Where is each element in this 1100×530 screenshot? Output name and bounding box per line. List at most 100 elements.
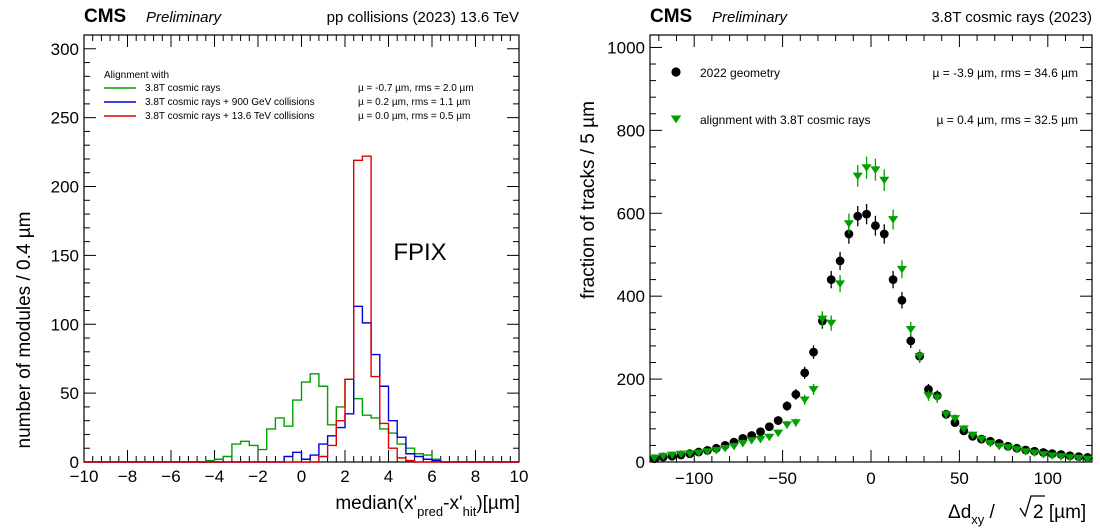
data-point-circle bbox=[879, 229, 889, 239]
fpix-annotation: FPIX bbox=[393, 239, 446, 266]
data-point-triangle bbox=[764, 433, 775, 442]
data-point-circle bbox=[835, 256, 845, 266]
right-axis-ticks bbox=[650, 35, 1092, 463]
left-y-tick-label: 250 bbox=[51, 109, 79, 128]
data-point-triangle bbox=[958, 425, 969, 433]
data-point-circle bbox=[853, 211, 863, 221]
data-point-triangle bbox=[905, 325, 916, 334]
data-point-triangle bbox=[667, 451, 678, 460]
data-point-circle bbox=[809, 347, 818, 357]
data-point-triangle bbox=[746, 437, 757, 445]
data-point-triangle bbox=[693, 449, 704, 457]
data-point-triangle bbox=[1073, 454, 1084, 463]
data-point-triangle bbox=[843, 220, 854, 228]
data-point-triangle bbox=[826, 319, 837, 328]
right-data-points bbox=[649, 156, 1093, 464]
data-point-triangle bbox=[702, 448, 713, 456]
data-point-triangle bbox=[949, 415, 961, 423]
right-legend-name: 2022 geometry bbox=[700, 66, 780, 80]
data-point-triangle bbox=[967, 431, 978, 440]
data-point-triangle bbox=[649, 454, 660, 462]
data-point-circle bbox=[773, 416, 783, 425]
left-y-tick-label: 0 bbox=[70, 453, 79, 472]
left-y-tick-label: 50 bbox=[60, 384, 79, 403]
histogram-line-series-3 bbox=[84, 155, 519, 463]
data-point-triangle bbox=[1020, 448, 1031, 456]
left-legend-stats: µ = -0.7 µm, rms = 2.0 µm bbox=[358, 83, 474, 94]
left-x-tick-label: 6 bbox=[427, 467, 436, 486]
data-point-triangle bbox=[675, 450, 686, 459]
left-x-tick-label: 0 bbox=[297, 467, 306, 486]
left-axis-ticks bbox=[83, 34, 520, 463]
data-point-circle bbox=[800, 368, 810, 378]
data-point-circle bbox=[888, 275, 898, 284]
data-point-circle bbox=[862, 209, 871, 219]
right-x-tick-label: −50 bbox=[768, 469, 797, 488]
data-point-triangle bbox=[781, 421, 793, 429]
left-y-tick-label: 150 bbox=[51, 246, 79, 265]
left-legend-entries: 3.8T cosmic rays µ = -0.7 µm, rms = 2.0 µ… bbox=[104, 83, 474, 122]
left-legend-name: 3.8T cosmic rays + 13.6 TeV collisions bbox=[145, 111, 314, 122]
left-y-tick-label: 200 bbox=[51, 178, 79, 197]
data-point-triangle bbox=[861, 164, 872, 172]
left-x-tick-label: 2 bbox=[340, 467, 349, 486]
left-x-tick-labels: −10 −8 −6 −4 −2 0 2 4 6 8 10 bbox=[70, 467, 529, 486]
left-preliminary-label: Preliminary bbox=[146, 9, 223, 26]
right-x-tick-label: 100 bbox=[1034, 469, 1062, 488]
data-point-triangle bbox=[879, 176, 890, 185]
right-y-tick-label: 800 bbox=[617, 121, 645, 140]
left-legend: Alignment with 3.8T cosmic rays µ = -0.7 … bbox=[104, 70, 474, 122]
right-conditions-label: 3.8T cosmic rays (2023) bbox=[931, 9, 1092, 26]
data-point-triangle bbox=[1056, 453, 1067, 461]
right-y-tick-label: 0 bbox=[636, 453, 645, 472]
right-plot-frame bbox=[649, 34, 1093, 463]
right-legend-marker bbox=[670, 115, 682, 124]
right-legend-name: alignment with 3.8T cosmic rays bbox=[700, 113, 871, 127]
data-point-circle bbox=[791, 390, 801, 399]
data-point-triangle bbox=[852, 172, 863, 181]
scatter-series-1 bbox=[650, 203, 1092, 464]
data-point-triangle bbox=[720, 444, 731, 453]
data-point-triangle bbox=[1002, 444, 1014, 452]
right-y-tick-label: 400 bbox=[617, 287, 645, 306]
data-point-triangle bbox=[888, 216, 899, 224]
data-point-circle bbox=[764, 422, 774, 432]
left-x-tick-label: −8 bbox=[118, 467, 137, 486]
data-point-circle bbox=[897, 295, 907, 305]
right-y-tick-label: 200 bbox=[617, 370, 645, 389]
right-x-tick-label: −100 bbox=[675, 469, 713, 488]
right-y-tick-label: 600 bbox=[617, 204, 645, 223]
data-point-triangle bbox=[684, 450, 695, 458]
data-point-triangle bbox=[976, 435, 987, 444]
left-legend-title: Alignment with bbox=[104, 70, 169, 81]
left-x-tick-label: 4 bbox=[384, 467, 393, 486]
data-point-circle bbox=[906, 336, 916, 346]
left-legend-name: 3.8T cosmic rays + 900 GeV collisions bbox=[145, 97, 315, 108]
right-y-tick-labels: 0 200 400 600 800 1000 bbox=[607, 38, 645, 472]
data-point-triangle bbox=[985, 439, 996, 448]
left-panel: CMS Preliminary pp collisions (2023) 13.… bbox=[14, 6, 528, 519]
data-point-triangle bbox=[1011, 446, 1022, 454]
data-point-triangle bbox=[728, 442, 740, 451]
data-point-triangle bbox=[835, 280, 846, 288]
data-point-circle bbox=[871, 221, 880, 231]
data-point-circle bbox=[782, 401, 792, 411]
data-point-circle bbox=[756, 427, 765, 437]
data-point-triangle bbox=[870, 166, 881, 174]
right-header: CMS Preliminary 3.8T cosmic rays (2023) bbox=[650, 6, 1092, 27]
left-x-axis-label: median(x'pred-x'hit)[µm] bbox=[335, 493, 520, 519]
left-histograms bbox=[84, 155, 519, 463]
data-point-triangle bbox=[1082, 455, 1093, 464]
data-point-triangle bbox=[808, 386, 819, 394]
right-preliminary-label: Preliminary bbox=[712, 9, 789, 26]
right-legend-stats: µ = 0.4 µm, rms = 32.5 µm bbox=[937, 113, 1078, 127]
right-legend: 2022 geometry µ = -3.9 µm, rms = 34.6 µm a… bbox=[670, 66, 1078, 127]
left-cms-label: CMS bbox=[84, 6, 126, 27]
left-x-tick-label: −10 bbox=[70, 467, 99, 486]
left-x-tick-label: −2 bbox=[248, 467, 267, 486]
right-x-axis-label: Δdxy / 2 [µm] bbox=[948, 495, 1086, 527]
data-point-triangle bbox=[658, 452, 669, 461]
left-y-tick-labels: 0 50 100 150 200 250 300 bbox=[51, 40, 79, 472]
right-x-tick-label: 50 bbox=[950, 469, 969, 488]
